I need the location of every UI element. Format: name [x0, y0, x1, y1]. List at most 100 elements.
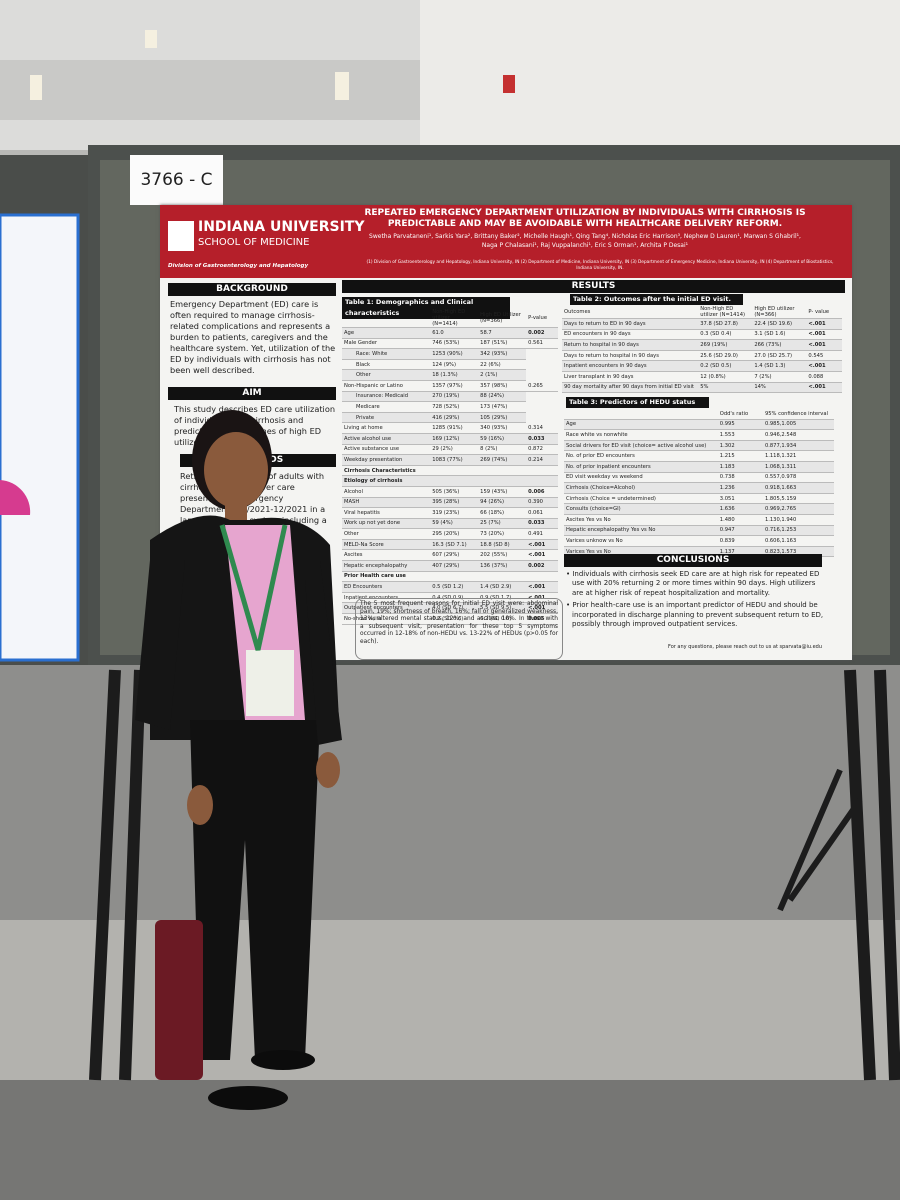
table-cell: 416 (29%): [430, 412, 479, 424]
table-cell: 0.561: [526, 338, 558, 350]
school: SCHOOL OF MEDICINE: [198, 237, 310, 248]
table-row: Race white vs nonwhite 1.553 0.946,2.548: [564, 429, 834, 441]
board-number: 3766 - C: [140, 170, 213, 190]
table-cell: 0.390: [526, 497, 558, 509]
table-cell: 0.918,1.663: [762, 482, 834, 494]
table-cell: 340 (93%): [478, 422, 527, 434]
table-cell: 0.946,2.548: [762, 429, 834, 441]
table-cell: 0.061: [526, 507, 558, 519]
table-row: Inpatient encounters in 90 days 0.2 (SD 0…: [562, 360, 842, 372]
table-cell: Active alcohol use: [342, 433, 431, 445]
table-cell: 124 (9%): [430, 359, 479, 371]
table-cell: <.001: [806, 318, 842, 330]
table-cell: 1.302: [717, 440, 763, 452]
symptoms-box: The 5 most frequent reasons for initial …: [355, 598, 563, 660]
table-cell: 1357 (97%): [430, 380, 479, 392]
table-row: Consults (choice=GI) 1.636 0.969,2.765: [564, 503, 834, 515]
table-row: Etiology of cirrhosis: [342, 475, 558, 487]
table-cell: 5%: [698, 382, 753, 394]
table-cell: 3.1 (SD 1.6): [752, 329, 807, 341]
table-cell: 27.0 (SD 25.7): [752, 350, 807, 362]
table-row: Active alcohol use 169 (12%) 59 (16%) 0.033: [342, 433, 558, 445]
table-cell: Weekday presentation: [342, 454, 431, 466]
university: INDIANA UNIVERSITY: [198, 219, 365, 235]
table-cell: 1.4 (SD 2.9): [478, 581, 527, 593]
table-cell: 105 (29%): [478, 412, 527, 424]
table-cell: 8 (2%): [478, 444, 527, 456]
section-heading: RESULTS: [342, 280, 845, 293]
table-cell: No. of prior ED encounters: [564, 450, 718, 462]
table-row: No. of prior ED encounters 1.215 1.118,1.3…: [564, 450, 834, 462]
table-cell: Prior Health care use: [342, 571, 558, 583]
table-cell: 18 (1.3%): [430, 369, 479, 381]
table-cell: 0.716,1.253: [762, 525, 834, 537]
table-row: Social drivers for ED visit (choice= act…: [564, 440, 834, 452]
table-row: Male Gender 746 (53%) 187 (51%) 0.561: [342, 338, 558, 350]
data-table: Odd's ratio 95% confidence interval Age 0.9…: [564, 409, 834, 558]
poster-title: REPEATED EMERGENCY DEPARTMENT UTILIZATIO…: [364, 208, 806, 229]
affiliations: (1) Division of Gastroenterology and Hep…: [366, 260, 834, 271]
table-cell: 3.051: [717, 493, 763, 505]
table-cell: 159 (43%): [478, 486, 527, 498]
table-row: Living at home 1285 (91%) 340 (93%) 0.314: [342, 422, 558, 434]
table-row: Insurance: Medicaid 270 (19%) 88 (24%): [342, 391, 558, 403]
table-row: ED visit weekday vs weekend 0.738 0.557,0.…: [564, 472, 834, 484]
table-cell: 0.969,2.765: [762, 503, 834, 515]
table-cell: 37.8 (SD 27.8): [698, 318, 753, 330]
table-cell: 1083 (77%): [430, 454, 479, 466]
table-row: Liver transplant in 90 days 12 (0.8%) 7 (2…: [562, 371, 842, 383]
table-cell: 22.4 (SD 19.6): [752, 318, 807, 330]
table-row: Prior Health care use: [342, 571, 558, 583]
table-cell: 269 (74%): [478, 454, 527, 466]
table-cell: 18.8 (SD 8): [478, 539, 527, 551]
table-cell: Cirrhosis Characteristics: [342, 465, 558, 477]
header-cell: Outcomes: [562, 306, 699, 319]
table-cell: Inpatient encounters: [342, 592, 431, 604]
table-cell: 395 (28%): [430, 497, 479, 509]
table-cell: 0.9 (SD 1.7): [478, 592, 527, 604]
section-heading: BACKGROUND: [168, 283, 336, 296]
table-cell: 61.0: [430, 327, 479, 339]
header-cell: 95% confidence interval: [762, 409, 834, 420]
table-cell: 1.130,1.940: [762, 514, 834, 526]
table-row: Age 0.995 0.985,1.005: [564, 419, 834, 431]
table-cell: Race white vs nonwhite: [564, 429, 718, 441]
table-row: Alcohol 505 (36%) 159 (43%) 0.006: [342, 486, 558, 498]
table-cell: 59 (16%): [478, 433, 527, 445]
table-cell: 1.215: [717, 450, 763, 462]
table-row: Viral hepatitis 319 (23%) 66 (18%) 0.061: [342, 507, 558, 519]
table-cell: 7 (2%): [752, 371, 807, 383]
table-cell: 1.4 (SD 1.3): [752, 360, 807, 372]
table-cell: 0.3 (SD 0.4): [698, 329, 753, 341]
table-cell: 1.183: [717, 461, 763, 473]
conclusion-bullet: • Prior health-care use is an important …: [566, 601, 824, 629]
table-cell: Days to return to ED in 90 days: [562, 318, 699, 330]
table-cell: 607 (29%): [430, 549, 479, 562]
table-cell: 0.491: [526, 528, 558, 540]
table-cell: 0.006: [526, 486, 558, 498]
table-cell: 295 (20%): [430, 528, 479, 540]
table-cell: 173 (47%): [478, 401, 527, 413]
table-row: Non-Hispanic or Latino 1357 (97%) 357 (98%…: [342, 380, 558, 392]
table-cell: Other: [342, 369, 431, 381]
table-row: Ascites 607 (29%) 202 (55%) <.001: [342, 549, 558, 562]
table-cell: <.001: [806, 329, 842, 341]
background-text: Emergency Department (ED) care is often …: [170, 299, 336, 375]
table-row: Days to return to ED in 90 days 37.8 (SD …: [562, 318, 842, 330]
header-cell: [564, 409, 718, 420]
table-cell: Inpatient encounters in 90 days: [562, 360, 699, 372]
data-table: Non-High ED utilizer (N=1414) High ED Uti…: [342, 309, 558, 625]
table-cell: 0.4 (SD 0.9): [430, 592, 479, 604]
table-cell: 88 (24%): [478, 391, 527, 403]
table-row: Cirrhosis Characteristics: [342, 465, 558, 477]
table-cell: 0.2 (SD 0.6): [430, 613, 479, 625]
table-row: Age 61.0 58.7 0.002: [342, 327, 558, 339]
table-row: Other 295 (20%) 73 (20%) 0.491: [342, 528, 558, 540]
table-cell: 73 (20%): [478, 528, 527, 540]
conclusions: • Individuals with cirrhosis seek ED car…: [564, 570, 824, 632]
table-cell: 66 (18%): [478, 507, 527, 519]
table-row: Medicare 728 (52%) 173 (47%): [342, 401, 558, 413]
table-cell: 1.636: [717, 503, 763, 515]
header-cell: [342, 309, 431, 328]
